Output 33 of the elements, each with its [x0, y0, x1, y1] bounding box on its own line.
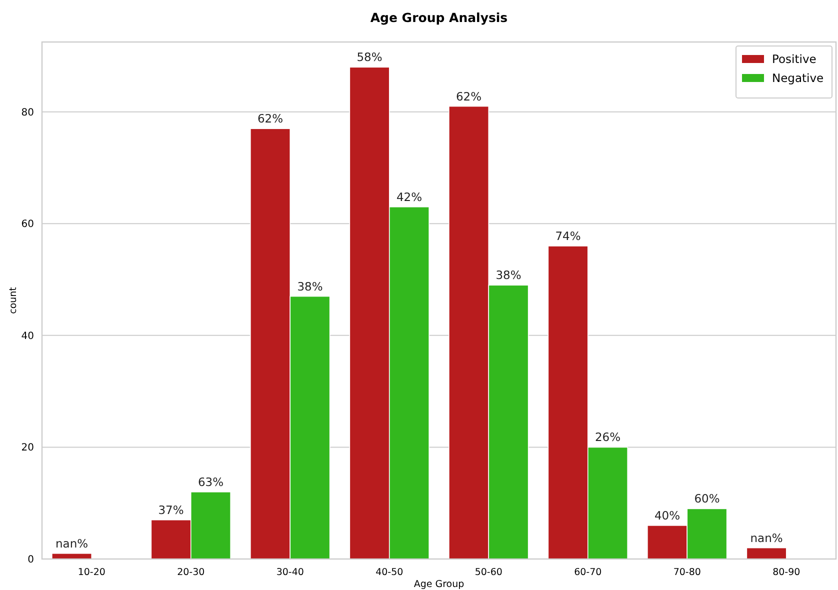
- legend-label: Positive: [772, 52, 816, 66]
- y-tick-label: 40: [21, 330, 34, 342]
- x-tick-label: 20-30: [177, 567, 205, 578]
- annotation: 37%: [158, 502, 184, 517]
- annotation: 26%: [594, 430, 621, 444]
- annotation: 63%: [198, 474, 224, 489]
- x-tick-label: 30-40: [276, 567, 304, 578]
- annotation: nan%: [750, 530, 783, 545]
- annotation: 62%: [456, 89, 482, 104]
- annotation: nan%: [55, 536, 88, 550]
- x-tick-label: 70-80: [673, 567, 701, 578]
- annotation: 38%: [496, 268, 522, 282]
- x-tick-label: 50-60: [474, 567, 502, 578]
- annotation: 74%: [555, 229, 581, 244]
- annotation: 62%: [257, 112, 284, 126]
- annotation: 42%: [396, 190, 422, 204]
- y-tick-label: 60: [21, 219, 34, 230]
- x-axis-title: Age Group: [414, 579, 464, 590]
- y-axis-title: count: [8, 286, 19, 314]
- x-tick-label: 10-20: [78, 567, 106, 578]
- annotation: 40%: [654, 508, 680, 522]
- chart-title: Age Group Analysis: [370, 10, 508, 25]
- x-tick-label: 60-70: [574, 567, 602, 578]
- legend-label: Negative: [772, 71, 824, 86]
- annotation: 60%: [694, 492, 720, 506]
- bar: [746, 547, 787, 560]
- y-tick-label: 20: [21, 442, 34, 454]
- x-tick-label: 40-50: [376, 567, 404, 578]
- annotation: 38%: [297, 279, 323, 294]
- annotation: 58%: [356, 50, 382, 64]
- y-tick-label: 80: [21, 107, 34, 118]
- y-tick-label: 0: [28, 554, 34, 566]
- x-tick-label: 80-90: [772, 567, 800, 578]
